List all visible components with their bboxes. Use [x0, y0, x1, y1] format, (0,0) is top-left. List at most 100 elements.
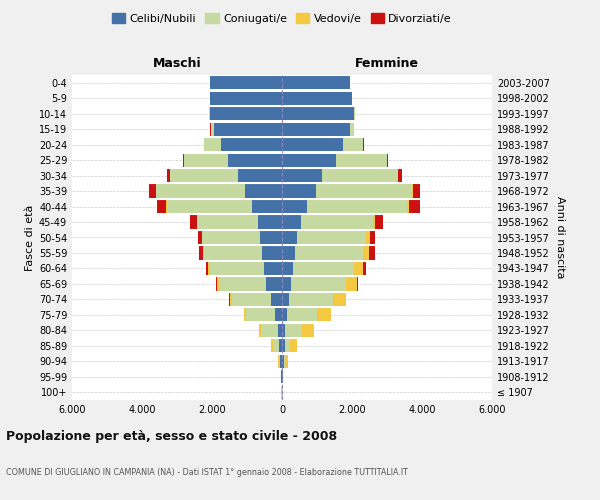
Bar [282, 293, 289, 306]
Bar [170, 169, 238, 182]
Bar [282, 354, 284, 368]
Bar [266, 278, 282, 290]
Bar [210, 107, 282, 120]
Bar [221, 138, 282, 151]
Bar [293, 262, 354, 275]
Bar [198, 231, 202, 244]
Bar [260, 231, 282, 244]
Bar [362, 262, 365, 275]
Bar [238, 169, 282, 182]
Bar [203, 246, 204, 260]
Bar [289, 293, 333, 306]
Bar [284, 354, 286, 368]
Bar [398, 169, 402, 182]
Bar [282, 216, 301, 228]
Bar [317, 308, 331, 322]
Bar [258, 216, 282, 228]
Bar [365, 231, 370, 244]
Bar [282, 122, 350, 136]
Bar [336, 154, 387, 166]
Bar [387, 154, 388, 166]
Bar [219, 278, 266, 290]
Bar [275, 308, 282, 322]
Bar [259, 324, 261, 337]
Bar [307, 200, 407, 213]
Bar [167, 200, 252, 213]
Text: COMUNE DI GIUGLIANO IN CAMPANIA (NA) - Dati ISTAT 1° gennaio 2008 - Elaborazione: COMUNE DI GIUGLIANO IN CAMPANIA (NA) - D… [6, 468, 408, 477]
Bar [190, 216, 197, 228]
Y-axis label: Fasce di età: Fasce di età [25, 204, 35, 270]
Bar [282, 308, 287, 322]
Y-axis label: Anni di nascita: Anni di nascita [555, 196, 565, 279]
Bar [149, 184, 156, 198]
Text: Popolazione per età, sesso e stato civile - 2008: Popolazione per età, sesso e stato civil… [6, 430, 337, 443]
Bar [278, 324, 282, 337]
Bar [301, 216, 373, 228]
Bar [316, 184, 412, 198]
Bar [232, 293, 271, 306]
Bar [302, 324, 314, 337]
Bar [228, 154, 282, 166]
Bar [167, 169, 170, 182]
Bar [291, 278, 346, 290]
Bar [282, 76, 350, 90]
Bar [354, 262, 362, 275]
Bar [252, 200, 282, 213]
Bar [357, 278, 358, 290]
Bar [287, 308, 317, 322]
Bar [282, 340, 284, 352]
Bar [209, 262, 264, 275]
Bar [197, 216, 258, 228]
Bar [211, 122, 214, 136]
Bar [202, 231, 260, 244]
Bar [184, 154, 228, 166]
Bar [281, 370, 282, 384]
Bar [282, 262, 293, 275]
Bar [282, 107, 354, 120]
Bar [282, 246, 295, 260]
Bar [157, 200, 166, 213]
Bar [290, 340, 296, 352]
Bar [261, 324, 278, 337]
Bar [245, 184, 282, 198]
Bar [373, 216, 375, 228]
Bar [210, 76, 282, 90]
Bar [370, 231, 374, 244]
Bar [183, 154, 184, 166]
Bar [363, 246, 369, 260]
Bar [279, 340, 282, 352]
Bar [271, 293, 282, 306]
Bar [282, 154, 336, 166]
Bar [199, 246, 203, 260]
Bar [278, 354, 280, 368]
Bar [369, 246, 374, 260]
Bar [354, 107, 355, 120]
Bar [282, 200, 307, 213]
Bar [350, 122, 354, 136]
Bar [412, 184, 413, 198]
Text: Femmine: Femmine [355, 58, 419, 70]
Bar [217, 278, 219, 290]
Bar [206, 262, 208, 275]
Bar [375, 216, 383, 228]
Legend: Celibi/Nubili, Coniugati/e, Vedovi/e, Divorziati/e: Celibi/Nubili, Coniugati/e, Vedovi/e, Di… [107, 9, 457, 29]
Text: Maschi: Maschi [152, 58, 202, 70]
Bar [244, 308, 247, 322]
Bar [282, 138, 343, 151]
Bar [282, 184, 316, 198]
Bar [204, 138, 221, 151]
Bar [262, 246, 282, 260]
Bar [413, 184, 420, 198]
Bar [230, 293, 232, 306]
Bar [333, 293, 346, 306]
Bar [282, 231, 297, 244]
Bar [409, 200, 420, 213]
Bar [284, 340, 290, 352]
Bar [271, 340, 273, 352]
Bar [295, 246, 363, 260]
Bar [286, 324, 302, 337]
Bar [273, 340, 279, 352]
Bar [282, 278, 291, 290]
Bar [282, 324, 286, 337]
Bar [209, 107, 210, 120]
